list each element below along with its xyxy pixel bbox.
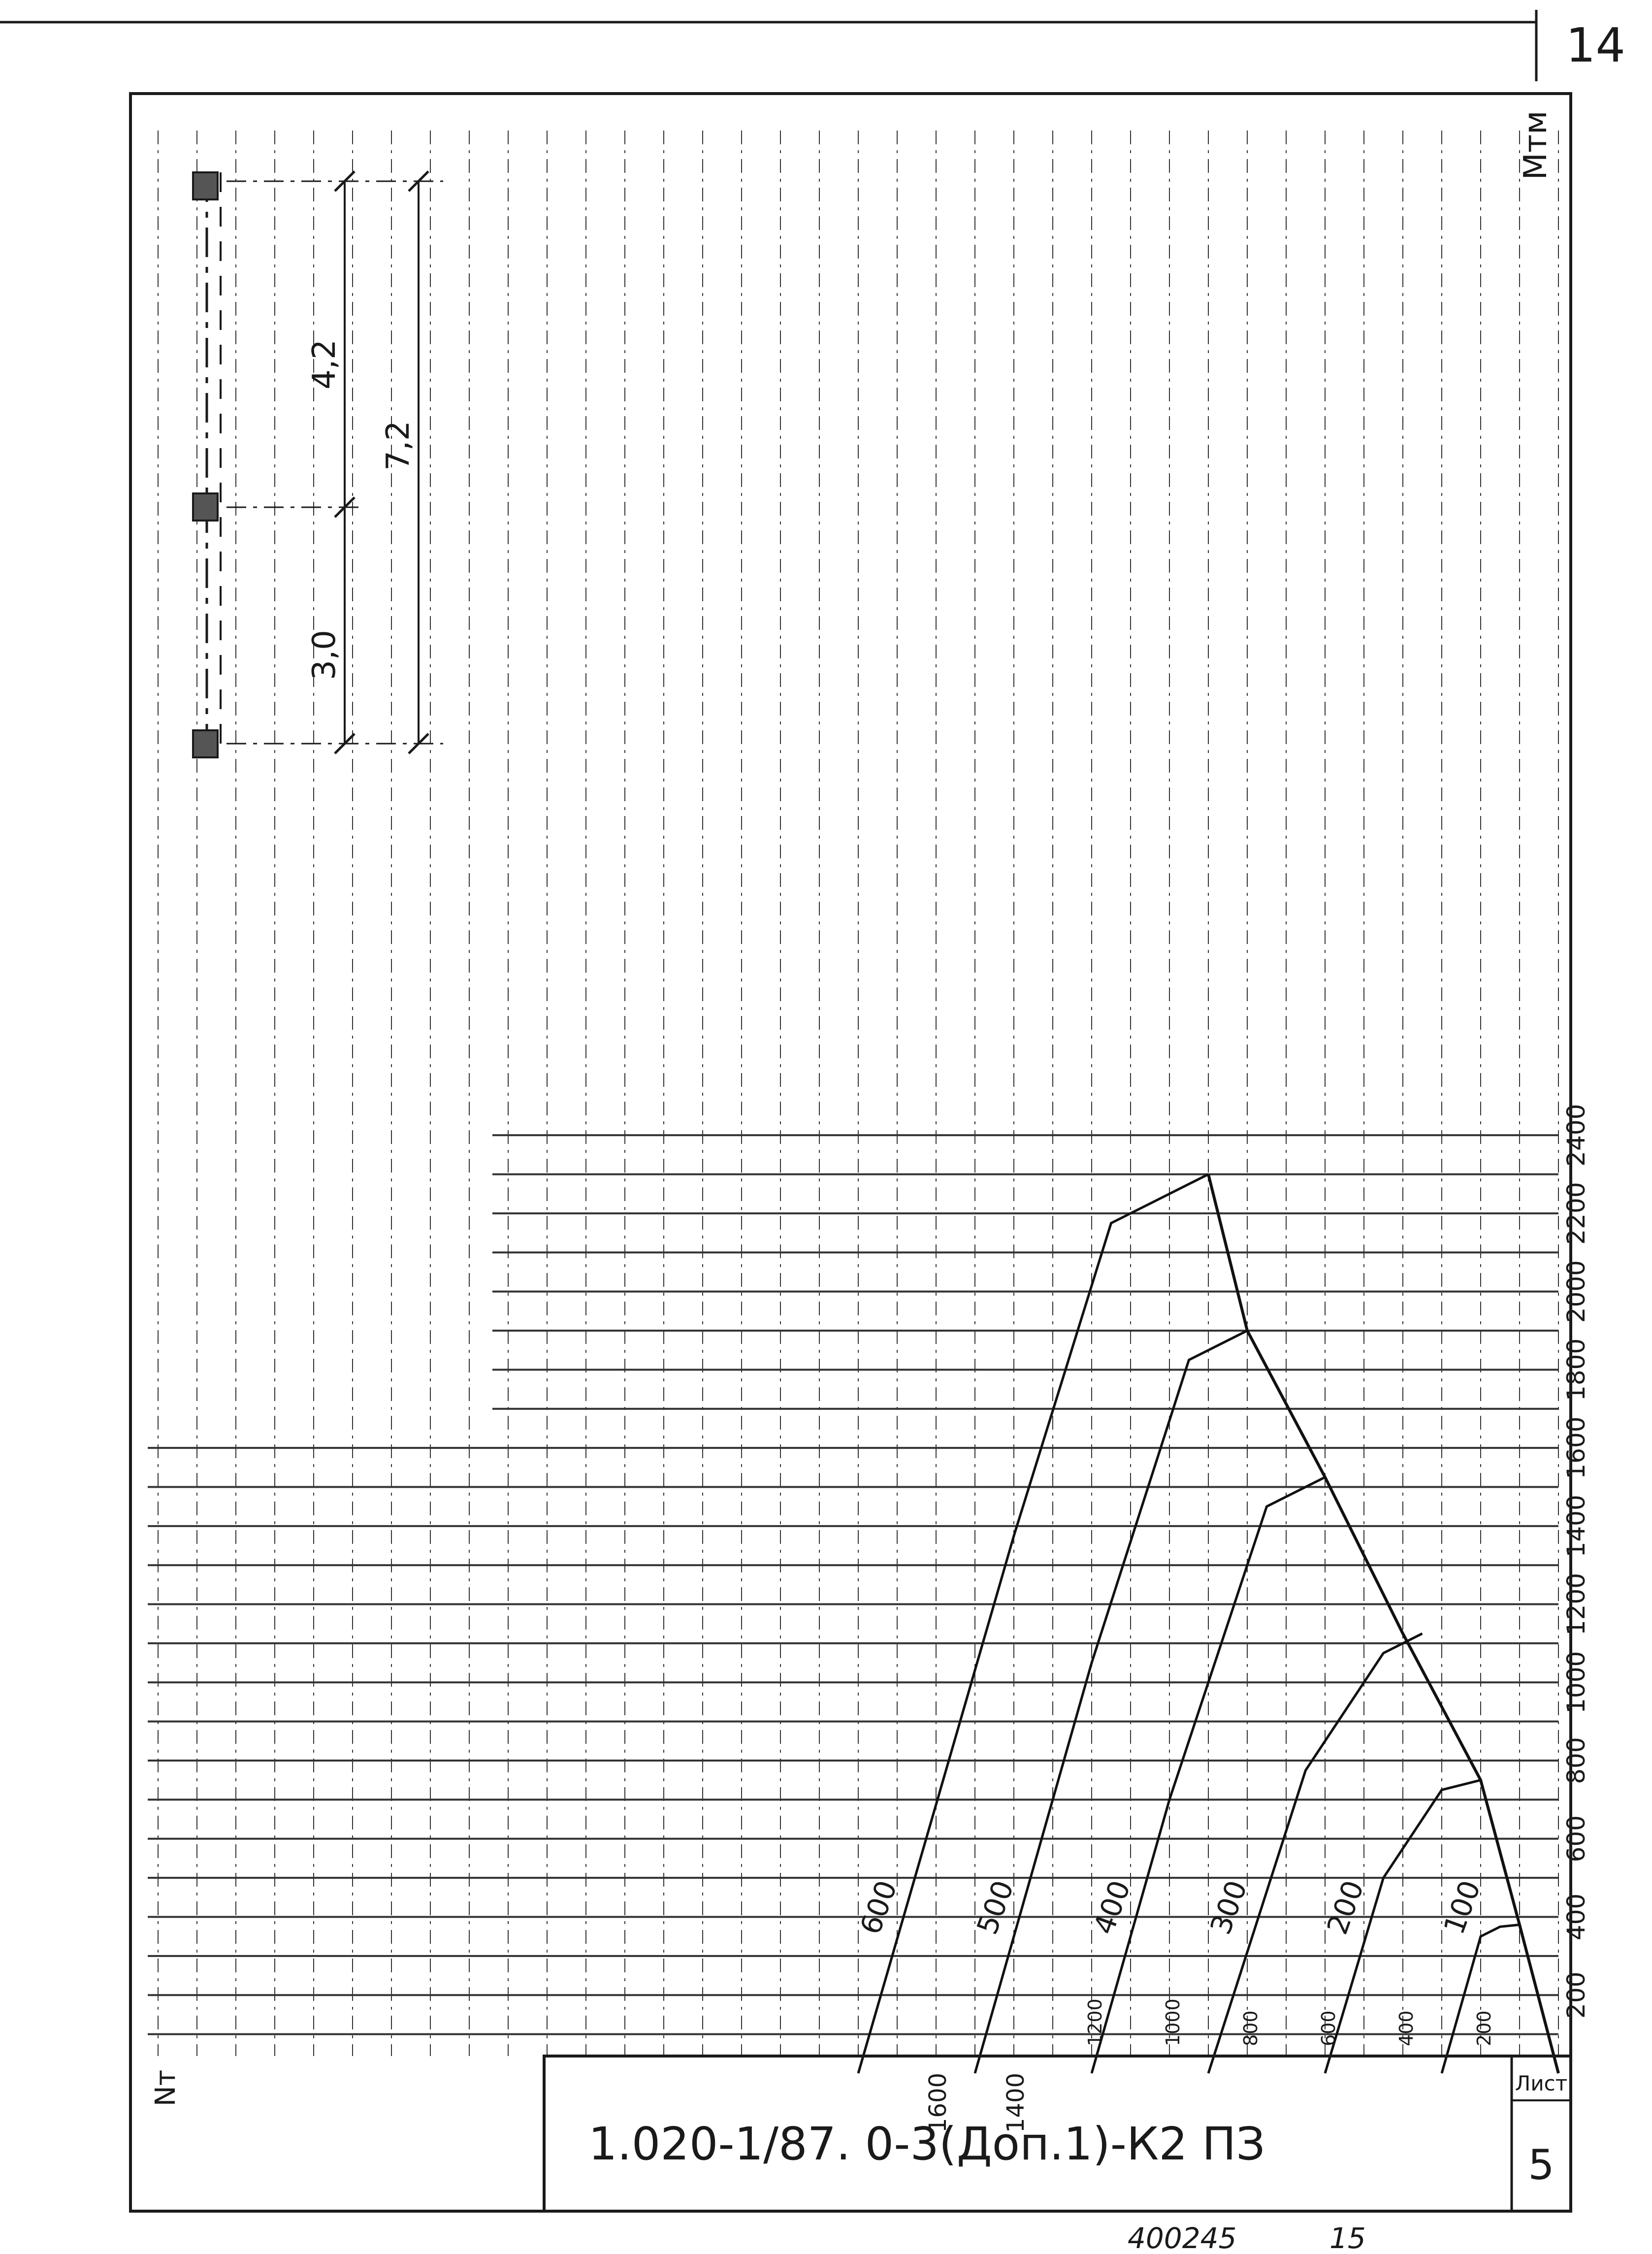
support-bottom-icon (192, 729, 219, 758)
envelope-line (1207, 1174, 1560, 2074)
y-tick-label: 200 (1562, 1972, 1590, 2019)
series-line-500 (973, 1329, 1248, 2074)
x-tick-label: 1000 (1162, 1998, 1184, 2046)
tick-mark (334, 733, 356, 754)
y-tick-label: 800 (1562, 1737, 1590, 1784)
document-code: 1.020-1/87. 0-3(Доп.1)-К2 ПЗ (588, 2118, 1265, 2170)
beam-scheme: 4,2 3,0 7,2 (192, 170, 443, 758)
title-block: 1.020-1/87. 0-3(Доп.1)-К2 ПЗ Лист 5 (543, 2055, 1572, 2213)
sheet-number: 14 (1566, 19, 1625, 73)
y-axis-label: Мтм (1518, 111, 1554, 180)
y-tick-label: 1200 (1562, 1573, 1590, 1635)
y-tick-label: 600 (1562, 1815, 1590, 1862)
y-tick-label: 2400 (1562, 1104, 1590, 1166)
series-label: 500 (970, 1876, 1020, 1939)
y-tick-label: 2000 (1562, 1260, 1590, 1323)
support-top-icon (192, 171, 219, 200)
inventory-stamp: 400245 (1128, 2221, 1236, 2254)
tick-mark (408, 733, 429, 754)
x-tick-label: 1400 (1002, 2073, 1030, 2133)
chart-series: 600 500 400 300 200 100 (853, 1173, 1560, 2074)
y-tick-label: 400 (1562, 1894, 1590, 1940)
series-line-400 (1090, 1476, 1326, 2074)
y-tick-label: 1600 (1562, 1416, 1590, 1479)
span-label-lower: 3,0 (306, 630, 343, 680)
y-tick-label: 1800 (1562, 1339, 1590, 1401)
series-label: 200 (1320, 1876, 1370, 1939)
tick-mark (334, 170, 356, 192)
tick-mark (334, 496, 356, 518)
series-label: 400 (1087, 1876, 1137, 1939)
chart-grid (148, 131, 1559, 2056)
series-label: 600 (853, 1876, 904, 1939)
x-tick-label: 1600 (924, 2073, 952, 2133)
support-middle-icon (192, 492, 219, 522)
series-line-100 (1440, 1923, 1520, 2074)
sheet-label: Лист (1515, 2071, 1567, 2095)
x-tick-label: 800 (1240, 2010, 1262, 2046)
y-tick-label: 1000 (1562, 1651, 1590, 1714)
x-tick-label: 600 (1318, 2010, 1339, 2046)
series-line-600 (857, 1173, 1209, 2074)
y-tick-label: 2200 (1562, 1182, 1590, 1244)
x-tick-label: 200 (1473, 2010, 1495, 2046)
chart-axis-labels: 200 400 600 800 1000 1200 1400 1600 1800 2000 2200… (150, 111, 1590, 2133)
span-label-total: 7,2 (380, 421, 417, 471)
series-label: 100 (1437, 1876, 1487, 1939)
span-label-upper: 4,2 (306, 339, 343, 390)
copy-stamp: 15 (1329, 2221, 1366, 2254)
y-tick-label: 1400 (1562, 1495, 1590, 1557)
tick-mark (408, 170, 429, 192)
series-line-300 (1207, 1632, 1423, 2074)
x-tick-label: 1200 (1084, 1998, 1106, 2046)
x-axis-label: Nт (150, 2070, 182, 2107)
series-label: 300 (1203, 1876, 1254, 1939)
sheet-value: 5 (1528, 2141, 1554, 2189)
title-block-frame (543, 2055, 1572, 2213)
x-tick-label: 400 (1395, 2010, 1417, 2046)
series-line-200 (1324, 1779, 1481, 2074)
